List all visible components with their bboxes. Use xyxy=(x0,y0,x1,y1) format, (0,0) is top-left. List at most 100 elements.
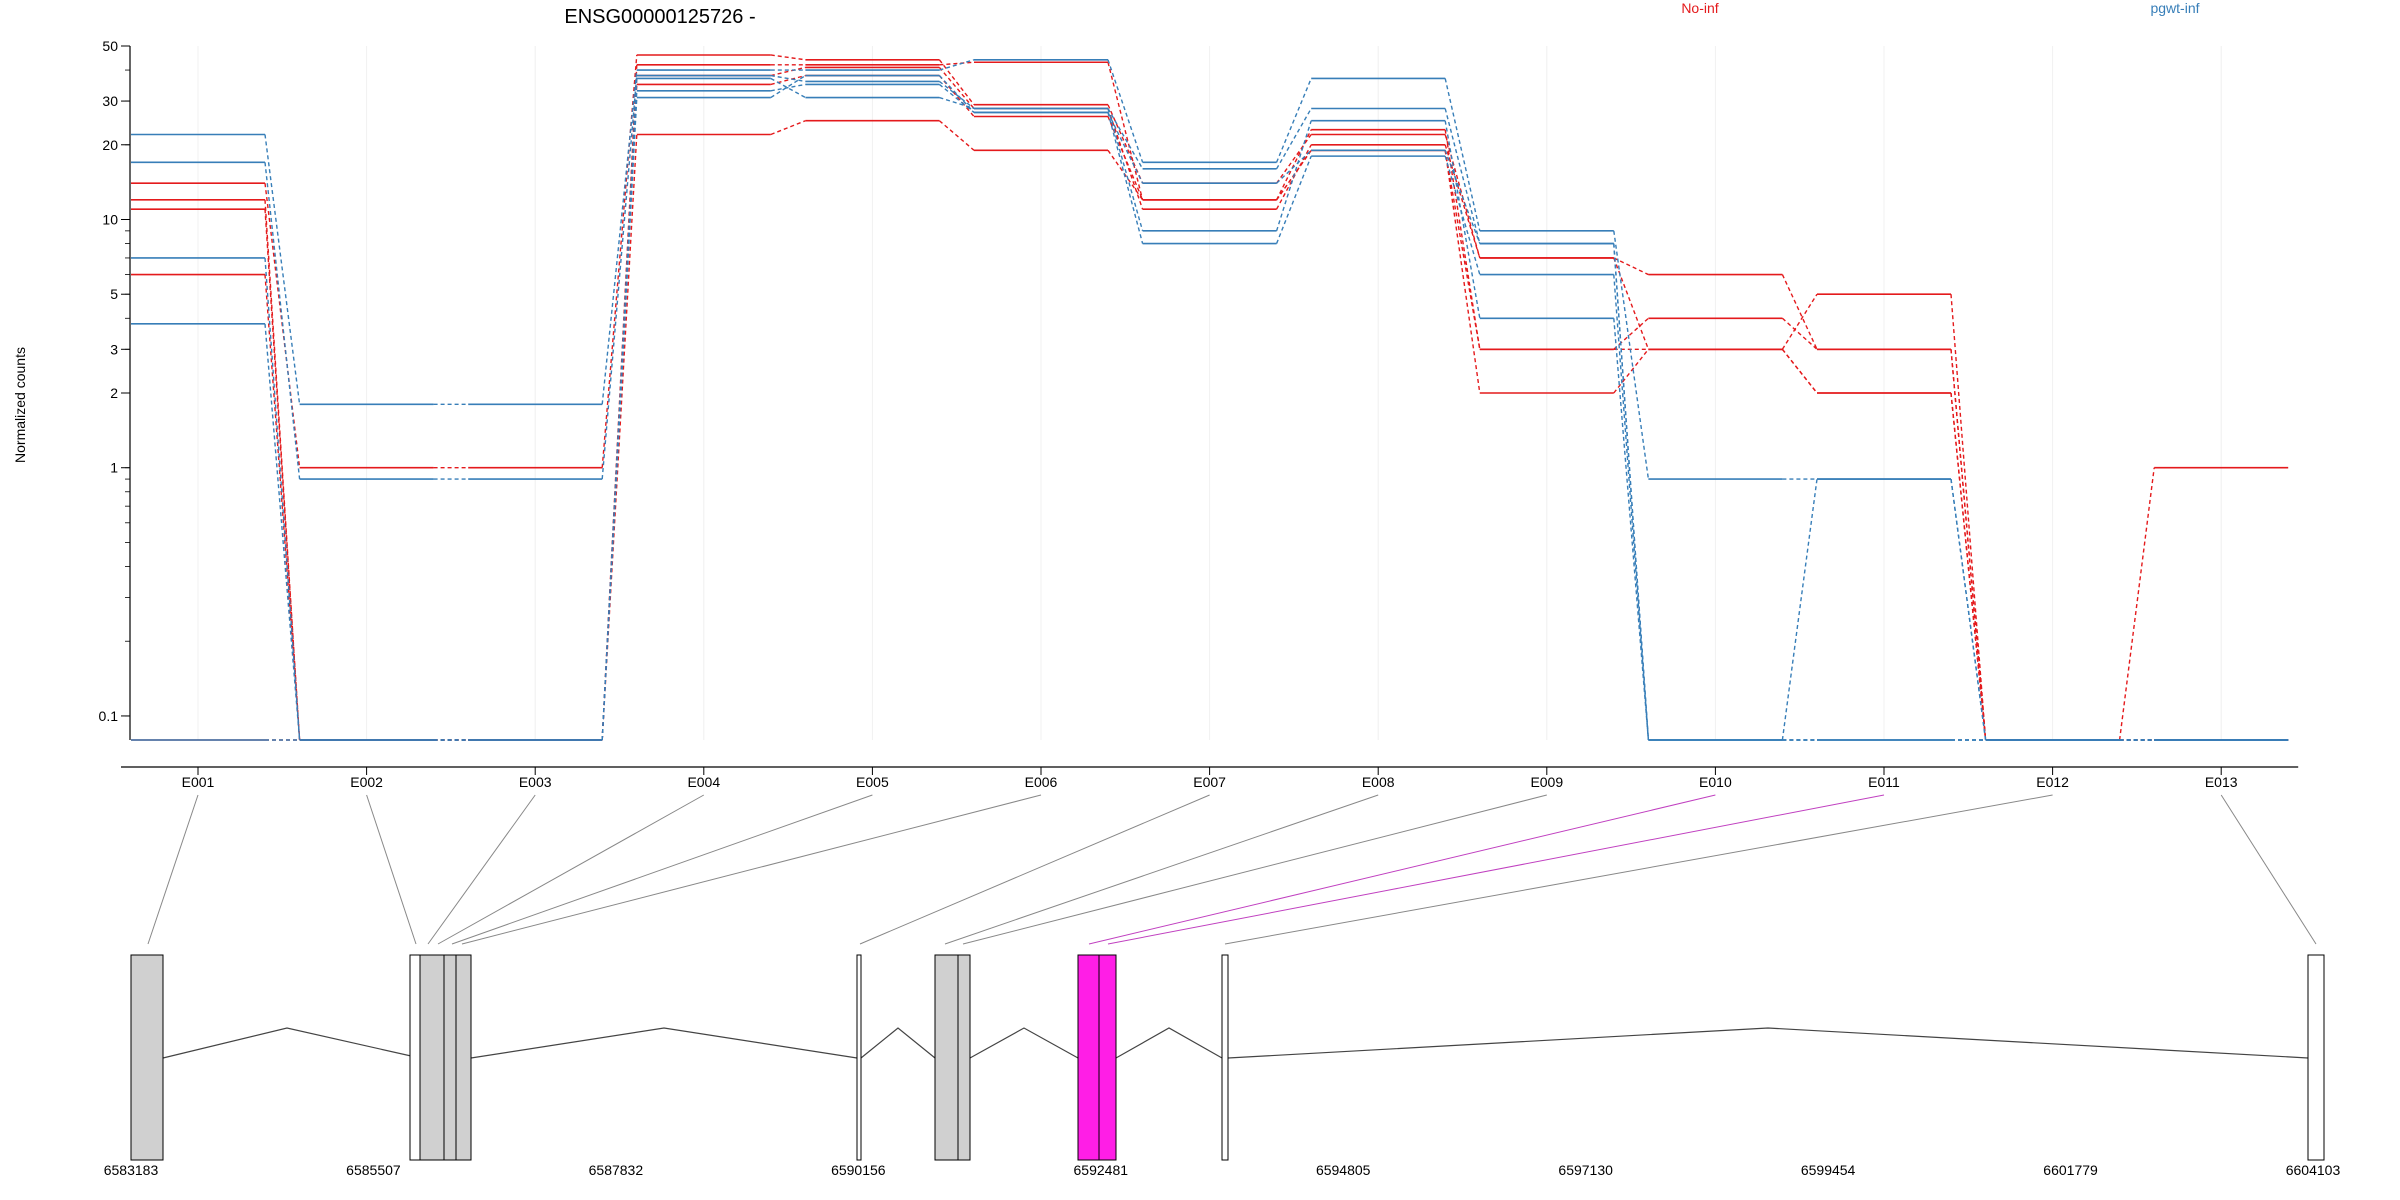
gene-model: 6583183 6585507 6587832 6590156 6592481 65948… xyxy=(104,954,2341,1178)
series-connector xyxy=(1613,257,1649,276)
coordinate-tick-label: 6585507 xyxy=(346,1162,401,1178)
exon-box xyxy=(934,954,959,1161)
exon-box xyxy=(1221,954,1229,1161)
x-tick-label: E004 xyxy=(687,774,720,790)
series-pgwt-inf xyxy=(131,74,2289,741)
exon-connector xyxy=(2220,794,2317,945)
series-lines xyxy=(131,54,2289,741)
series-connector xyxy=(1781,348,1818,394)
x-tick-label: E003 xyxy=(519,774,552,790)
series-connector xyxy=(601,69,638,405)
series-connector xyxy=(1613,274,1650,741)
exon-connector xyxy=(147,794,199,945)
exon-box xyxy=(409,954,421,1161)
coordinate-tick-label: 6594805 xyxy=(1316,1162,1371,1178)
coordinate-tick-label: 6590156 xyxy=(831,1162,886,1178)
series-connector xyxy=(1444,144,1481,259)
exon-connector xyxy=(461,794,1042,945)
series-connector xyxy=(1781,478,1818,741)
intron-line xyxy=(860,1027,936,1059)
series-connector xyxy=(938,59,975,106)
series-connector xyxy=(264,323,301,741)
series-connector xyxy=(264,134,301,405)
coordinate-tick-label: 6597130 xyxy=(1558,1162,1613,1178)
coordinate-tick-label: 6583183 xyxy=(104,1162,159,1178)
series-connector xyxy=(1275,129,1312,201)
coordinate-tick-label: 6592481 xyxy=(1074,1162,1129,1178)
series-connector xyxy=(770,54,806,61)
x-tick-label: E010 xyxy=(1699,774,1732,790)
series-connector xyxy=(1444,108,1481,244)
coordinate-tick-label: 6587832 xyxy=(589,1162,644,1178)
series-connector xyxy=(1613,317,1649,350)
intron-line xyxy=(1227,1027,2309,1059)
exon-box xyxy=(957,954,971,1161)
x-tick-label: E006 xyxy=(1025,774,1058,790)
series-connector xyxy=(1275,120,1312,232)
series-connector xyxy=(770,120,806,136)
x-tick-label: E001 xyxy=(182,774,215,790)
series-connector xyxy=(1107,108,1144,170)
exon-connector xyxy=(962,794,1547,945)
series-connector xyxy=(1613,243,1650,741)
y-tick-label: 5 xyxy=(110,286,118,302)
exon-box xyxy=(1077,954,1100,1161)
intron-line xyxy=(162,1027,421,1059)
coordinate-tick-label: 6599454 xyxy=(1801,1162,1856,1178)
series-connector xyxy=(938,75,975,113)
exon-connector xyxy=(859,794,1210,945)
series-connector xyxy=(1275,78,1312,163)
x-tick-label: E012 xyxy=(2036,774,2069,790)
series-connector xyxy=(938,83,975,113)
intron-line xyxy=(470,1027,858,1059)
series-connector xyxy=(1950,349,1987,741)
exon-box xyxy=(443,954,457,1161)
exon-box xyxy=(130,954,164,1161)
exon-connectors xyxy=(147,794,2317,945)
series-connector xyxy=(770,74,806,83)
exon-connector xyxy=(451,794,873,945)
coordinate-tick-label: 6601779 xyxy=(2043,1162,2098,1178)
series-connector xyxy=(938,66,975,109)
exon-box xyxy=(455,954,472,1161)
series-connector xyxy=(1950,294,1987,741)
y-tick-label: 50 xyxy=(102,38,118,54)
coordinate-tick-label: 6604103 xyxy=(2286,1162,2341,1178)
y-axis-label: Normalized counts xyxy=(12,347,28,463)
series-connector xyxy=(1107,62,1144,201)
axes: 0.1 1 2 3 5 10 20 30 50 E001 E002 E003 E004 E005 E006 E… xyxy=(99,38,2299,790)
series-connector xyxy=(939,61,975,66)
intron-line xyxy=(1115,1027,1223,1059)
series-connector xyxy=(1613,257,1650,350)
x-tick-label: E007 xyxy=(1193,774,1226,790)
series-connector xyxy=(1107,149,1144,201)
series-connector xyxy=(1107,112,1144,244)
exon-box xyxy=(1098,954,1117,1161)
exon-connector xyxy=(1107,794,1885,945)
exon-connector xyxy=(366,794,417,945)
exon-connector xyxy=(427,794,536,945)
exon-box xyxy=(856,954,862,1161)
exon-connector xyxy=(1224,794,2053,945)
series-connector xyxy=(2118,467,2155,741)
series-connector xyxy=(1444,150,1481,350)
series-connector xyxy=(1275,108,1312,170)
y-tick-label: 3 xyxy=(110,341,118,357)
series-connector xyxy=(1781,317,1818,350)
series-connector xyxy=(601,134,638,741)
series-connector xyxy=(1275,155,1312,244)
series-connector xyxy=(1613,230,1650,480)
series-connector xyxy=(938,120,975,151)
legend-no-inf: No-inf xyxy=(1681,0,1718,16)
series-connector xyxy=(1444,155,1481,275)
series-connector xyxy=(1950,478,1987,741)
exon-connector xyxy=(944,794,1379,945)
series-connector xyxy=(770,83,806,92)
x-tick-label: E009 xyxy=(1530,774,1563,790)
series-connector xyxy=(1444,150,1481,394)
series-connector xyxy=(264,257,301,741)
exon-connector xyxy=(1088,794,1716,945)
x-tick-label: E008 xyxy=(1362,774,1395,790)
x-tick-label: E013 xyxy=(2205,774,2238,790)
